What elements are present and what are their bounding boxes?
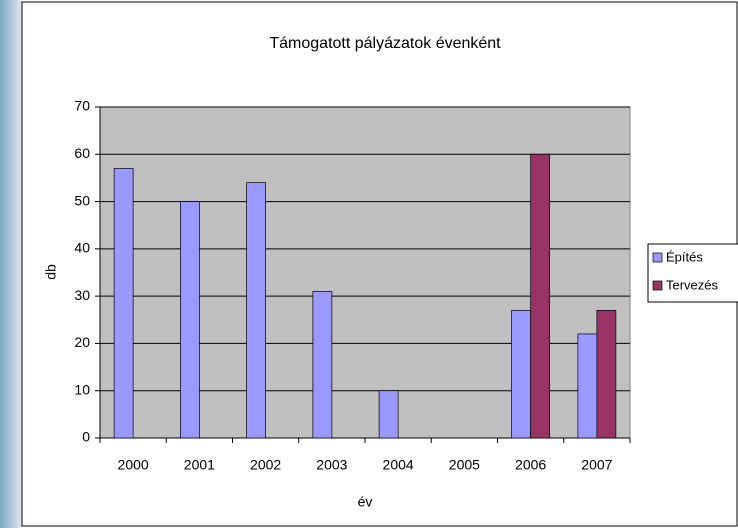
legend-label: Építés	[666, 249, 703, 264]
y-tick-label: 60	[74, 145, 90, 161]
y-tick-label: 20	[74, 334, 90, 350]
bar	[246, 182, 266, 439]
x-tick-label: 2006	[515, 457, 546, 473]
x-tick-label: 2007	[581, 457, 612, 473]
bar	[596, 309, 617, 439]
bar	[180, 201, 200, 439]
bar	[378, 390, 399, 439]
bar	[312, 291, 333, 439]
x-tick-label: 2002	[250, 457, 281, 473]
bar	[113, 168, 134, 439]
bar	[577, 333, 598, 439]
x-tick-label: 2000	[118, 457, 149, 473]
x-tick-label: 2004	[383, 457, 414, 473]
y-tick-label: 50	[74, 192, 90, 208]
bar	[530, 153, 550, 439]
y-tick-label: 40	[74, 240, 90, 256]
background-strip	[0, 0, 22, 528]
y-tick-label: 30	[74, 287, 90, 303]
x-tick-label: 2003	[316, 457, 347, 473]
legend-label: Tervezés	[666, 277, 719, 292]
legend-swatch	[652, 280, 663, 291]
legend	[647, 243, 738, 303]
x-tick-label: 2001	[184, 457, 215, 473]
chart-title: Támogatott pályázatok évenként	[269, 35, 501, 52]
bar	[511, 309, 531, 439]
y-tick-label: 10	[74, 381, 90, 397]
y-tick-label: 0	[82, 429, 90, 445]
y-axis-label: db	[43, 264, 59, 280]
plot-area	[99, 106, 631, 439]
x-tick-label: 2005	[449, 457, 480, 473]
x-axis-label: év	[358, 494, 373, 510]
legend-swatch	[652, 252, 663, 263]
y-tick-label: 70	[74, 98, 90, 114]
